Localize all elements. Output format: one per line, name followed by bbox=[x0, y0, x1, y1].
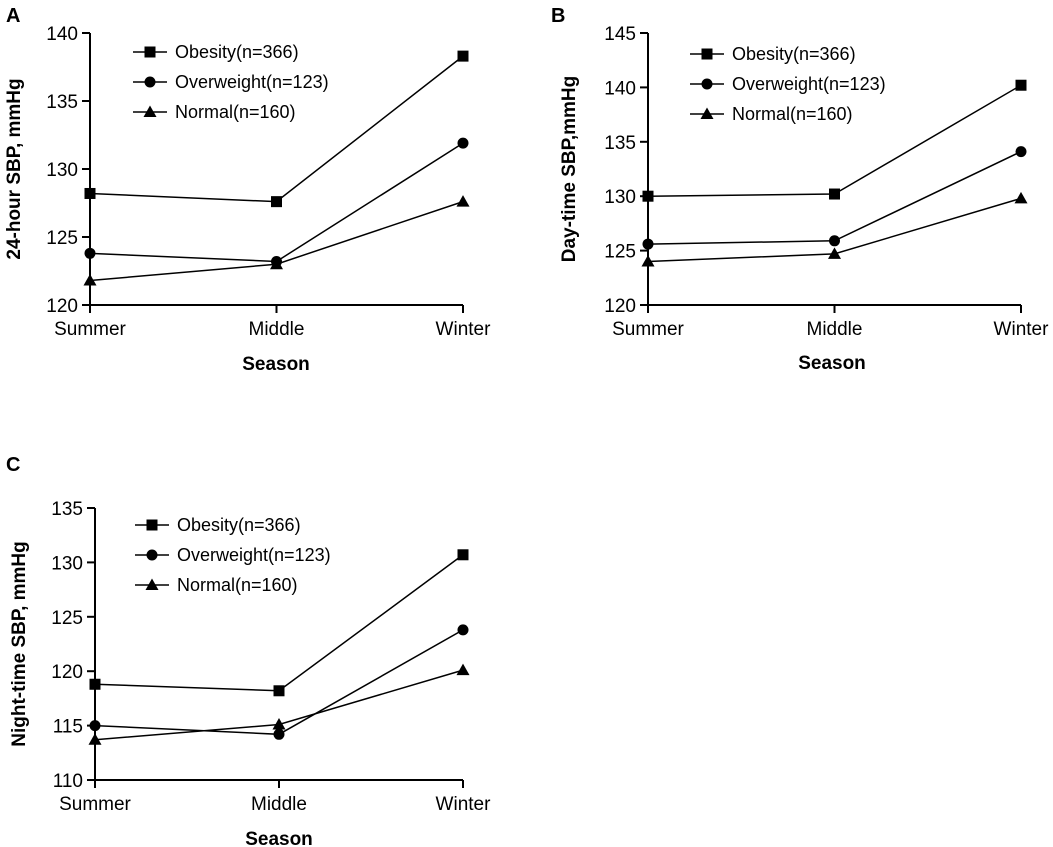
panel-letter: B bbox=[551, 5, 565, 27]
y-tick-label: 140 bbox=[46, 24, 78, 45]
y-tick-label: 130 bbox=[46, 160, 78, 181]
data-point-normal bbox=[828, 247, 841, 259]
data-point-overweight bbox=[84, 247, 96, 259]
chart-panel-c: C 110 115 120 125 130 135 Summer Middle Winter Sea… bbox=[6, 454, 491, 847]
legend-marker-obesity bbox=[701, 48, 713, 60]
legend-marker-obesity bbox=[146, 519, 158, 531]
legend-label-overweight: Overweight(n=123) bbox=[175, 72, 329, 92]
series-line-obesity bbox=[647, 84, 1022, 197]
data-point-normal bbox=[88, 733, 102, 745]
data-point-overweight bbox=[829, 235, 840, 247]
x-tick-label: Middle bbox=[249, 319, 305, 340]
legend-marker-normal bbox=[700, 107, 714, 119]
x-tick-label: Summer bbox=[54, 319, 126, 340]
legend-label-normal: Normal(n=160) bbox=[732, 104, 853, 124]
y-tick-label: 135 bbox=[51, 499, 83, 520]
x-tick-label: Middle bbox=[807, 319, 863, 340]
y-tick-label: 115 bbox=[53, 717, 83, 738]
legend-marker-overweight bbox=[144, 76, 156, 88]
data-point-obesity bbox=[271, 196, 282, 208]
data-point-obesity bbox=[89, 678, 101, 690]
panel-letter: A bbox=[6, 5, 20, 27]
y-axis-title: Day-time SBP,mmHg bbox=[559, 76, 580, 263]
legend-label-normal: Normal(n=160) bbox=[177, 575, 298, 595]
y-tick-label: 120 bbox=[51, 662, 83, 683]
data-point-obesity bbox=[1015, 79, 1027, 91]
x-tick-label: Middle bbox=[251, 794, 307, 815]
data-point-overweight bbox=[89, 720, 101, 732]
data-point-normal bbox=[83, 274, 97, 286]
data-point-obesity bbox=[457, 549, 469, 561]
legend-label-overweight: Overweight(n=123) bbox=[177, 545, 331, 565]
legend-label-overweight: Overweight(n=123) bbox=[732, 74, 886, 94]
legend-label-obesity: Obesity(n=366) bbox=[175, 42, 299, 62]
data-point-overweight bbox=[642, 238, 654, 250]
data-point-normal bbox=[641, 254, 655, 267]
data-point-obesity bbox=[642, 190, 654, 202]
x-tick-label: Winter bbox=[994, 319, 1050, 340]
data-point-overweight bbox=[273, 728, 285, 740]
y-tick-label: 125 bbox=[51, 608, 83, 629]
data-point-obesity bbox=[273, 685, 285, 697]
data-point-normal bbox=[272, 718, 286, 730]
y-tick-label: 145 bbox=[604, 24, 636, 45]
legend-marker-normal bbox=[143, 105, 157, 117]
x-tick-label: Winter bbox=[436, 794, 492, 815]
y-tick-label: 120 bbox=[604, 296, 636, 317]
legend-label-obesity: Obesity(n=366) bbox=[177, 515, 301, 535]
data-point-normal bbox=[456, 663, 470, 676]
legend-marker-obesity bbox=[144, 46, 156, 58]
legend-marker-overweight bbox=[701, 78, 713, 90]
data-point-overweight bbox=[1015, 146, 1027, 158]
x-tick-label: Summer bbox=[612, 319, 684, 340]
y-tick-label: 125 bbox=[604, 242, 636, 263]
y-axis-title: Night-time SBP, mmHg bbox=[9, 541, 30, 747]
data-point-obesity bbox=[457, 50, 469, 62]
x-tick-label: Summer bbox=[59, 794, 131, 815]
x-axis-title: Season bbox=[245, 829, 313, 847]
y-tick-label: 110 bbox=[53, 771, 83, 792]
data-point-normal bbox=[456, 195, 470, 207]
y-tick-label: 125 bbox=[46, 228, 78, 249]
data-point-normal bbox=[270, 257, 283, 270]
data-point-obesity bbox=[84, 187, 96, 199]
y-tick-label: 130 bbox=[604, 187, 636, 208]
x-tick-label: Winter bbox=[436, 319, 492, 340]
data-point-normal bbox=[1014, 191, 1028, 204]
legend-marker-normal bbox=[145, 578, 159, 590]
y-tick-label: 130 bbox=[51, 553, 83, 574]
chart-panel-b: B 120 125 130 135 140 145 Summer Middle Winter Sea… bbox=[551, 5, 1049, 374]
data-point-obesity bbox=[829, 188, 840, 200]
legend-marker-overweight bbox=[146, 549, 158, 561]
legend-label-obesity: Obesity(n=366) bbox=[732, 44, 856, 64]
y-tick-label: 135 bbox=[604, 133, 636, 154]
y-tick-label: 140 bbox=[604, 78, 636, 99]
y-tick-label: 120 bbox=[46, 296, 78, 317]
legend-label-normal: Normal(n=160) bbox=[175, 102, 296, 122]
data-point-overweight bbox=[457, 624, 469, 636]
y-tick-label: 135 bbox=[46, 92, 78, 113]
panel-letter: C bbox=[6, 454, 20, 476]
chart-panel-a: A 120 125 130 135 140 Summer Middle Winter Season… bbox=[4, 5, 491, 375]
y-axis-title: 24-hour SBP, mmHg bbox=[4, 78, 25, 259]
x-axis-title: Season bbox=[798, 353, 866, 374]
data-point-overweight bbox=[457, 137, 469, 149]
x-axis-title: Season bbox=[242, 354, 310, 375]
